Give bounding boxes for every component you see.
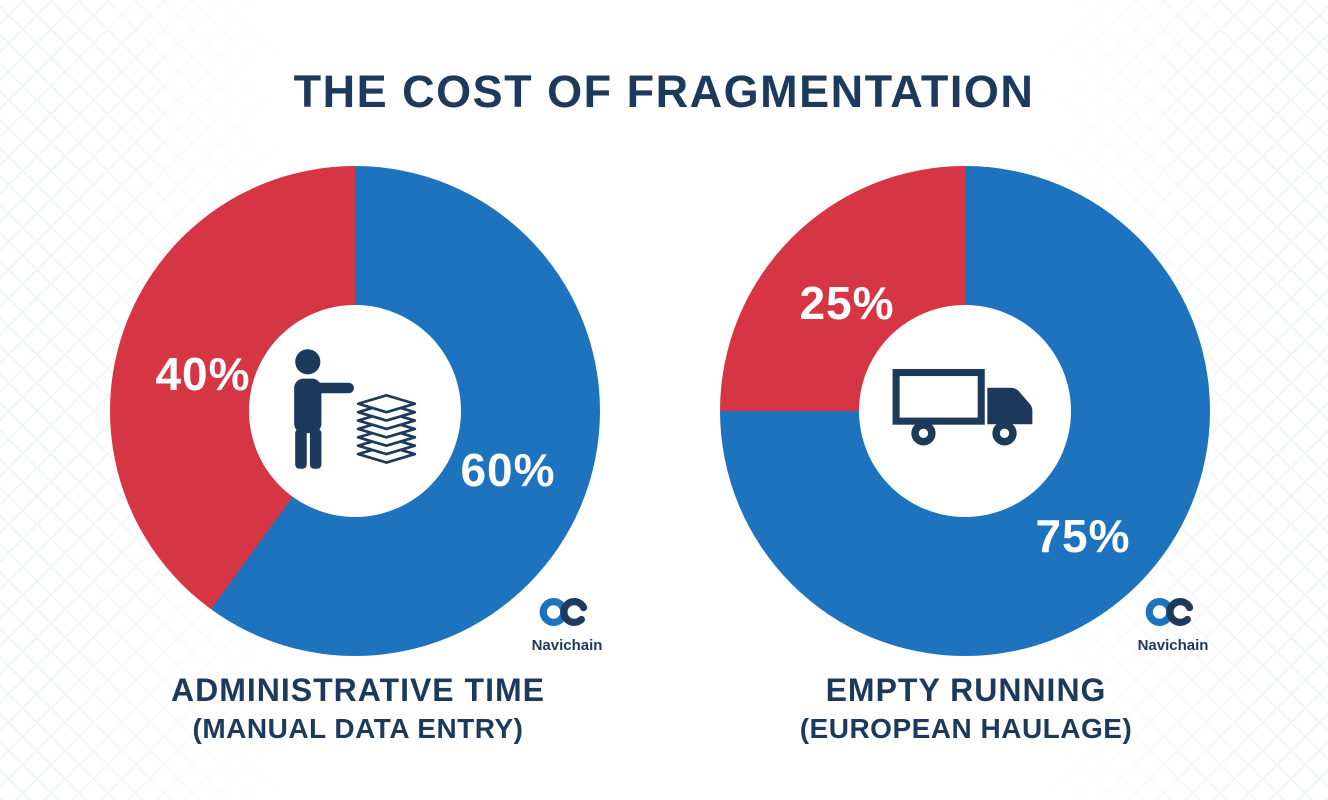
caption-subtitle: (MANUAL DATA ENTRY) [192,713,524,744]
slice-label-75: 75% [1035,510,1131,562]
page-title: THE COST OF FRAGMENTATION [293,66,1035,117]
pie-chart-administrative-time [110,166,600,656]
navichain-logo-icon [1142,598,1204,634]
caption-title: ADMINISTRATIVE TIME [171,672,545,708]
person-with-documents-icon [276,345,434,478]
brand-logo-left: Navichain [502,594,632,654]
caption-subtitle: (EUROPEAN HAULAGE) [799,713,1133,744]
slice-label-40: 40% [155,348,251,400]
brand-name: Navichain [1137,637,1209,654]
caption-empty-running: EMPTY RUNNING (EUROPEAN HAULAGE) [660,672,1272,745]
donut-center [859,305,1071,517]
caption-title: EMPTY RUNNING [825,672,1107,708]
truck-icon [889,363,1041,460]
slice-label-25: 25% [799,277,895,329]
navichain-logo-icon [536,598,598,634]
brand-logo-right: Navichain [1108,594,1238,654]
pie-chart-empty-running [720,166,1210,656]
caption-administrative-time: ADMINISTRATIVE TIME (MANUAL DATA ENTRY) [58,672,658,745]
brand-name: Navichain [531,637,603,654]
donut-center [249,305,461,517]
slice-label-60: 60% [460,444,556,496]
